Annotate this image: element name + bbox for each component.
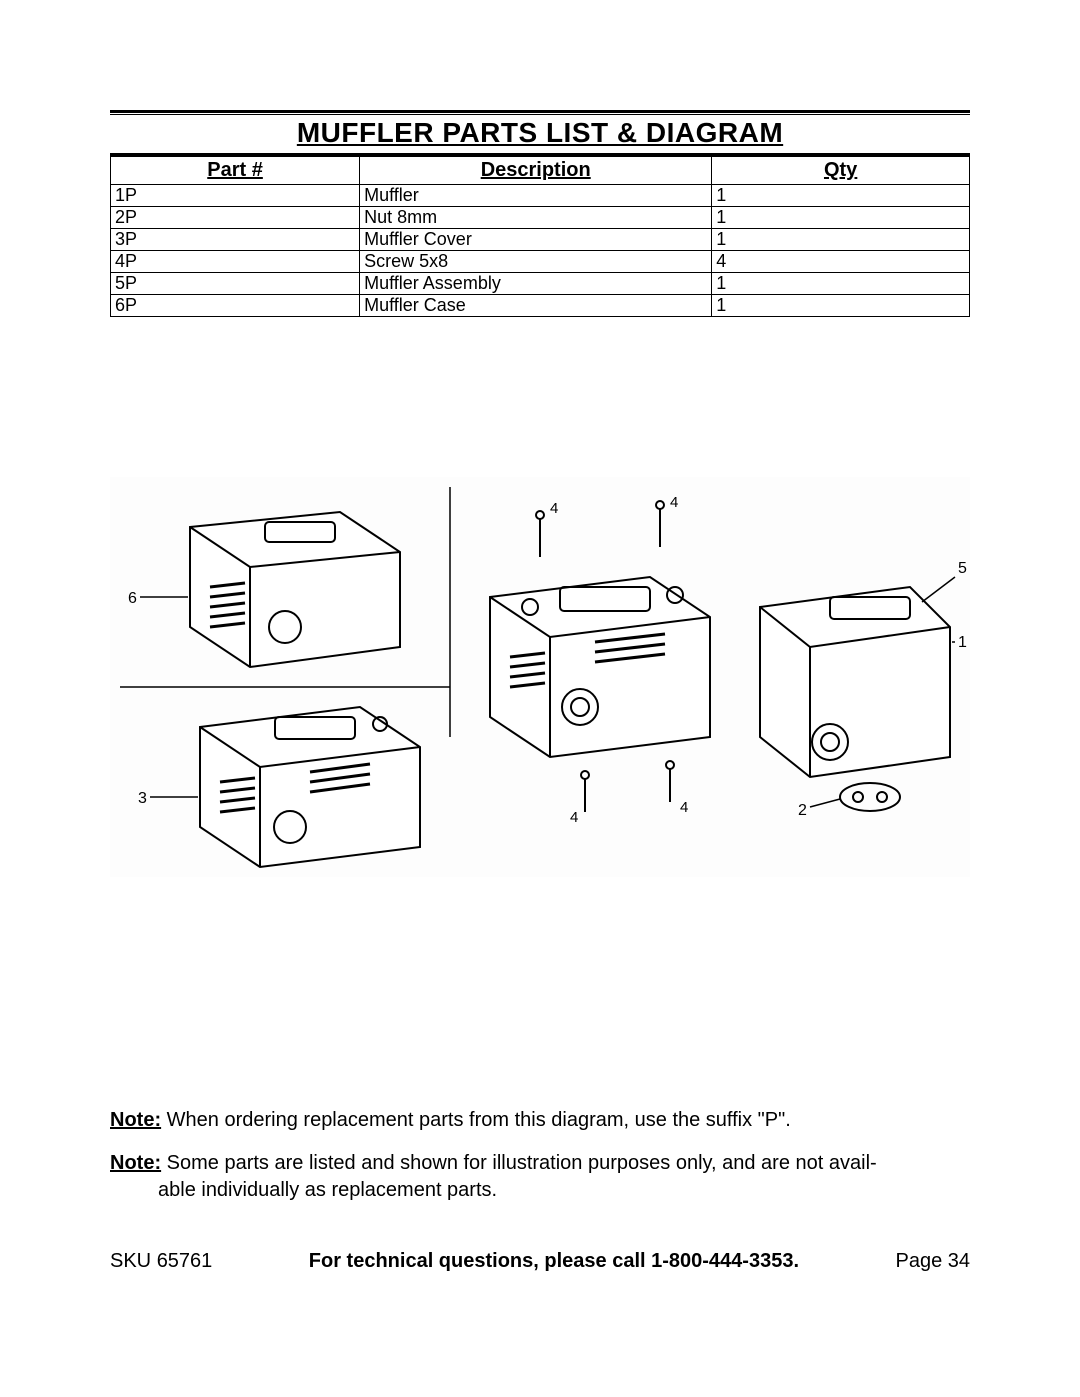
- th-qty: Qty: [712, 157, 970, 185]
- cell-desc: Muffler Assembly: [360, 273, 712, 295]
- table-row: 3PMuffler Cover1: [111, 229, 970, 251]
- page-title: MUFFLER PARTS LIST & DIAGRAM: [110, 115, 970, 153]
- callout-4b: 4: [670, 494, 678, 511]
- table-row: 5PMuffler Assembly1: [111, 273, 970, 295]
- cell-desc: Screw 5x8: [360, 251, 712, 273]
- cell-part: 5P: [111, 273, 360, 295]
- callout-4a: 4: [550, 500, 558, 517]
- page-footer: SKU 65761 For technical questions, pleas…: [110, 1250, 970, 1273]
- cell-desc: Muffler: [360, 185, 712, 207]
- cell-desc: Muffler Case: [360, 295, 712, 317]
- th-part: Part #: [111, 157, 360, 185]
- cell-desc: Nut 8mm: [360, 207, 712, 229]
- callout-1: 1: [958, 634, 967, 651]
- parts-table: Part # Description Qty 1PMuffler12PNut 8…: [110, 157, 970, 317]
- table-row: 1PMuffler1: [111, 185, 970, 207]
- footer-phone: For technical questions, please call 1-8…: [309, 1250, 799, 1273]
- table-row: 6PMuffler Case1: [111, 295, 970, 317]
- cell-qty: 1: [712, 295, 970, 317]
- cell-qty: 1: [712, 229, 970, 251]
- footer-page: Page 34: [895, 1250, 970, 1273]
- note-2-line2: able individually as replacement parts.: [110, 1177, 970, 1204]
- callout-3: 3: [138, 790, 147, 807]
- callout-6: 6: [128, 590, 137, 607]
- note-2-line1: Some parts are listed and shown for illu…: [161, 1152, 877, 1174]
- exploded-diagram: 6: [110, 477, 970, 877]
- callout-4c: 4: [570, 809, 578, 826]
- note-label-2: Note:: [110, 1152, 161, 1174]
- cell-qty: 1: [712, 273, 970, 295]
- table-row: 2PNut 8mm1: [111, 207, 970, 229]
- diagram-svg: 6: [110, 477, 970, 877]
- note-2: Note: Some parts are listed and shown fo…: [110, 1150, 970, 1204]
- table-row: 4PScrew 5x84: [111, 251, 970, 273]
- cell-part: 1P: [111, 185, 360, 207]
- callout-5: 5: [958, 560, 967, 577]
- note-1-text: When ordering replacement parts from thi…: [161, 1109, 791, 1131]
- footer-sku: SKU 65761: [110, 1250, 212, 1273]
- cell-part: 4P: [111, 251, 360, 273]
- cell-part: 6P: [111, 295, 360, 317]
- cell-desc: Muffler Cover: [360, 229, 712, 251]
- th-desc: Description: [360, 157, 712, 185]
- cell-qty: 4: [712, 251, 970, 273]
- note-1: Note: When ordering replacement parts fr…: [110, 1107, 970, 1134]
- cell-part: 2P: [111, 207, 360, 229]
- callout-2: 2: [798, 802, 807, 819]
- cell-qty: 1: [712, 185, 970, 207]
- note-label-1: Note:: [110, 1109, 161, 1131]
- cell-qty: 1: [712, 207, 970, 229]
- cell-part: 3P: [111, 229, 360, 251]
- callout-4d: 4: [680, 799, 688, 816]
- title-rule-box: MUFFLER PARTS LIST & DIAGRAM: [110, 110, 970, 157]
- notes-block: Note: When ordering replacement parts fr…: [110, 1107, 970, 1204]
